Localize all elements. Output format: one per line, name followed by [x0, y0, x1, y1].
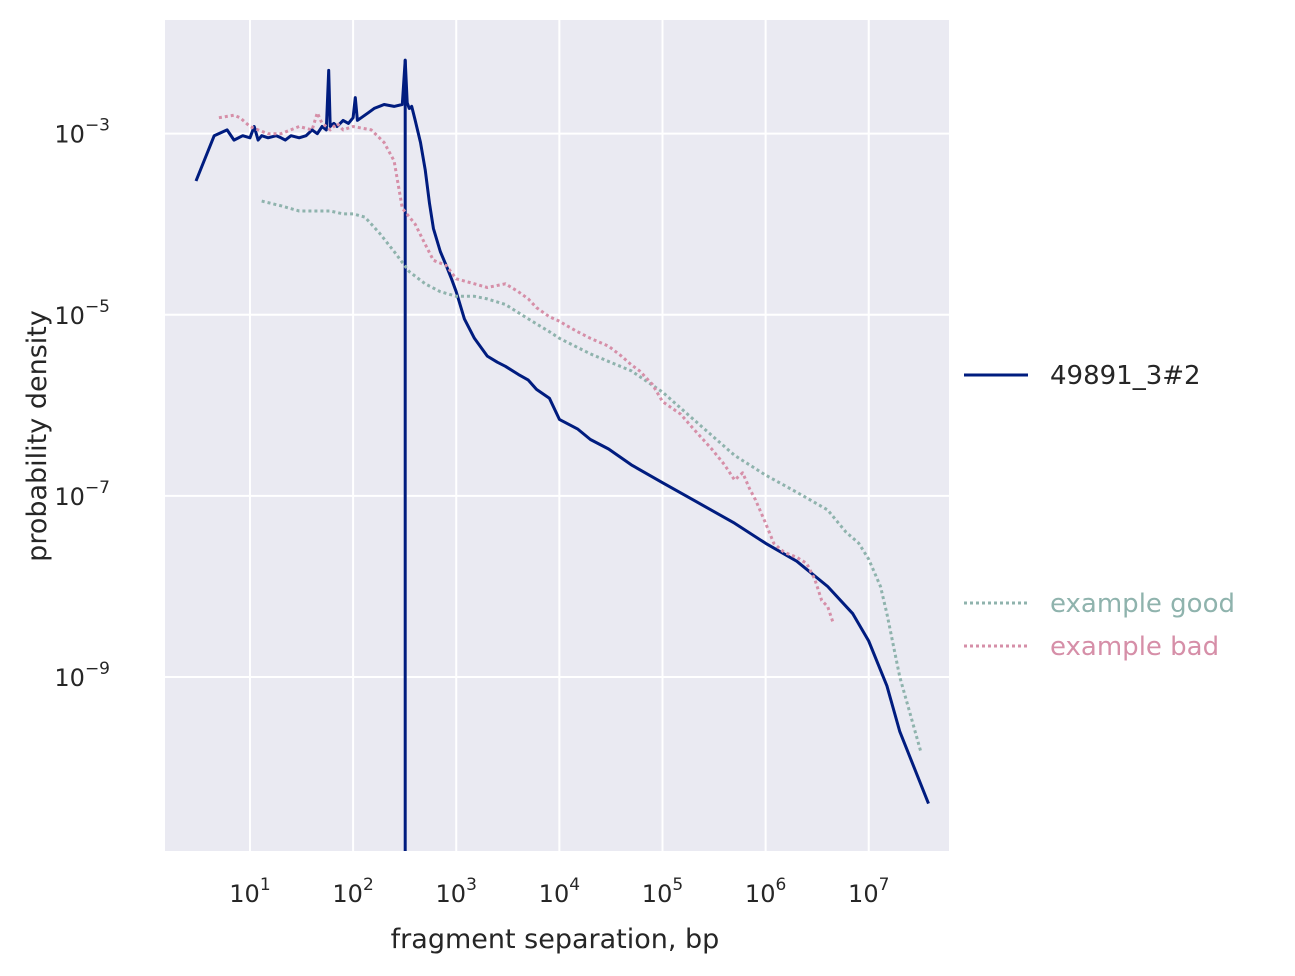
series-line-0 — [194, 58, 930, 805]
legend-label-0: 49891_3#2 — [1050, 361, 1201, 391]
series-line-2 — [261, 199, 923, 753]
y-tick-label-3: 10−9 — [54, 659, 110, 692]
x-tick-label-2: 103 — [436, 875, 477, 908]
grid — [165, 20, 949, 851]
x-tick-label-5: 106 — [745, 875, 786, 908]
x-tick-label-4: 105 — [642, 875, 683, 908]
legend-label-2: example bad — [1050, 632, 1219, 662]
x-axis-label: fragment separation, bp — [391, 924, 720, 955]
y-tick-label-1: 10−5 — [54, 297, 110, 330]
y-tick-label-0: 10−3 — [54, 116, 110, 149]
x-tick-label-1: 102 — [332, 875, 373, 908]
y-tick-labels: 10−3 10−5 10−7 10−9 — [54, 116, 110, 692]
y-tick-label-2: 10−7 — [54, 478, 110, 511]
x-tick-label-6: 107 — [848, 875, 889, 908]
y-axis-label: probability density — [22, 310, 53, 562]
series-line-3 — [218, 111, 835, 623]
x-tick-label-0: 101 — [229, 875, 270, 908]
series-lines — [194, 58, 930, 851]
x-tick-label-3: 104 — [539, 875, 580, 908]
plot-area — [165, 20, 949, 851]
x-tick-labels: 101 102 103 104 105 106 107 — [229, 875, 889, 908]
legend-label-1: example good — [1050, 589, 1235, 619]
